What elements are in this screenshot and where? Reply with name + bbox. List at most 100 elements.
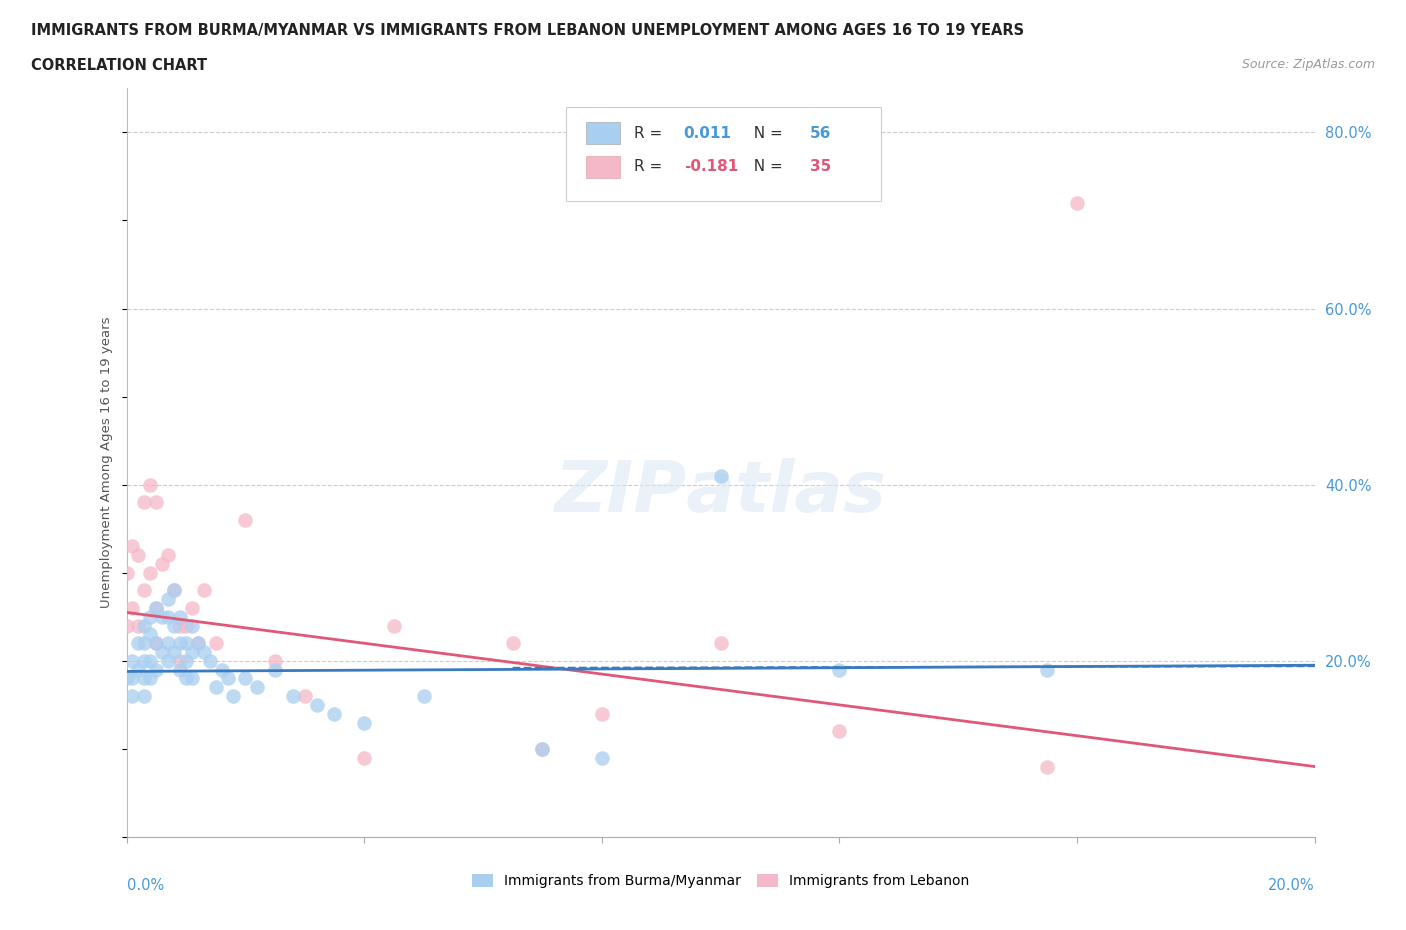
Point <box>1036 759 1059 774</box>
FancyBboxPatch shape <box>586 155 620 179</box>
Point <box>233 512 256 527</box>
Point <box>169 609 191 624</box>
Point <box>145 601 167 616</box>
Point <box>145 662 167 677</box>
Point <box>134 618 156 633</box>
FancyBboxPatch shape <box>586 122 620 144</box>
Point <box>264 654 287 669</box>
Point <box>502 636 524 651</box>
Point <box>828 662 851 677</box>
Point <box>157 591 180 606</box>
Point <box>127 618 149 633</box>
Point <box>157 636 180 651</box>
Point <box>217 671 239 686</box>
Point <box>233 671 256 686</box>
Point <box>412 688 434 703</box>
FancyBboxPatch shape <box>567 107 882 201</box>
Point <box>174 618 197 633</box>
Point <box>1036 662 1059 677</box>
Point <box>198 654 221 669</box>
Point <box>121 671 143 686</box>
Point <box>531 741 554 756</box>
Text: R =: R = <box>634 126 666 140</box>
Point <box>115 671 138 686</box>
Point <box>150 644 173 659</box>
Point <box>169 662 191 677</box>
Point <box>127 548 149 563</box>
Point <box>222 688 245 703</box>
Point <box>145 636 167 651</box>
Point <box>127 662 149 677</box>
Text: R =: R = <box>634 159 666 175</box>
Point <box>163 583 186 598</box>
Point <box>169 618 191 633</box>
Point <box>134 636 156 651</box>
Point <box>294 688 316 703</box>
Point <box>591 706 613 721</box>
Point <box>145 601 167 616</box>
Point <box>145 495 167 510</box>
Point <box>281 688 304 703</box>
Point <box>305 698 328 712</box>
Text: -0.181: -0.181 <box>683 159 738 175</box>
Point <box>204 680 226 695</box>
Point <box>150 556 173 571</box>
Point <box>591 751 613 765</box>
Point <box>163 644 186 659</box>
Point <box>163 583 186 598</box>
Text: 0.0%: 0.0% <box>127 878 163 893</box>
Point <box>193 644 215 659</box>
Text: 56: 56 <box>810 126 831 140</box>
Point <box>169 654 191 669</box>
Text: IMMIGRANTS FROM BURMA/MYANMAR VS IMMIGRANTS FROM LEBANON UNEMPLOYMENT AMONG AGES: IMMIGRANTS FROM BURMA/MYANMAR VS IMMIGRA… <box>31 23 1024 38</box>
Point <box>193 583 215 598</box>
Point <box>169 636 191 651</box>
Point <box>187 636 209 651</box>
Point <box>115 565 138 580</box>
Point <box>139 627 162 642</box>
Point <box>204 636 226 651</box>
Text: N =: N = <box>744 159 787 175</box>
Point <box>134 671 156 686</box>
Point <box>163 618 186 633</box>
Text: 20.0%: 20.0% <box>1268 878 1315 893</box>
Point <box>134 583 156 598</box>
Legend: Immigrants from Burma/Myanmar, Immigrants from Lebanon: Immigrants from Burma/Myanmar, Immigrant… <box>467 869 974 894</box>
Point <box>139 671 162 686</box>
Point <box>382 618 405 633</box>
Point <box>709 469 731 484</box>
Text: 35: 35 <box>810 159 831 175</box>
Point <box>264 662 287 677</box>
Point <box>157 548 180 563</box>
Point <box>121 654 143 669</box>
Point <box>121 601 143 616</box>
Text: Source: ZipAtlas.com: Source: ZipAtlas.com <box>1241 58 1375 71</box>
Point <box>174 671 197 686</box>
Point <box>139 609 162 624</box>
Point <box>174 636 197 651</box>
Point <box>139 477 162 492</box>
Point <box>145 636 167 651</box>
Point <box>1066 195 1088 210</box>
Text: CORRELATION CHART: CORRELATION CHART <box>31 58 207 73</box>
Y-axis label: Unemployment Among Ages 16 to 19 years: Unemployment Among Ages 16 to 19 years <box>100 317 114 608</box>
Point <box>180 618 202 633</box>
Point <box>187 636 209 651</box>
Text: ZIP​atlas: ZIP​atlas <box>554 458 887 527</box>
Point <box>531 741 554 756</box>
Point <box>709 636 731 651</box>
Point <box>121 688 143 703</box>
Point <box>134 688 156 703</box>
Point <box>353 751 375 765</box>
Point <box>828 724 851 738</box>
Point <box>150 609 173 624</box>
Point <box>127 636 149 651</box>
Point <box>121 538 143 553</box>
Point <box>134 495 156 510</box>
Point <box>180 671 202 686</box>
Point <box>180 601 202 616</box>
Point <box>157 654 180 669</box>
Point <box>180 644 202 659</box>
Point <box>115 618 138 633</box>
Point <box>323 706 346 721</box>
